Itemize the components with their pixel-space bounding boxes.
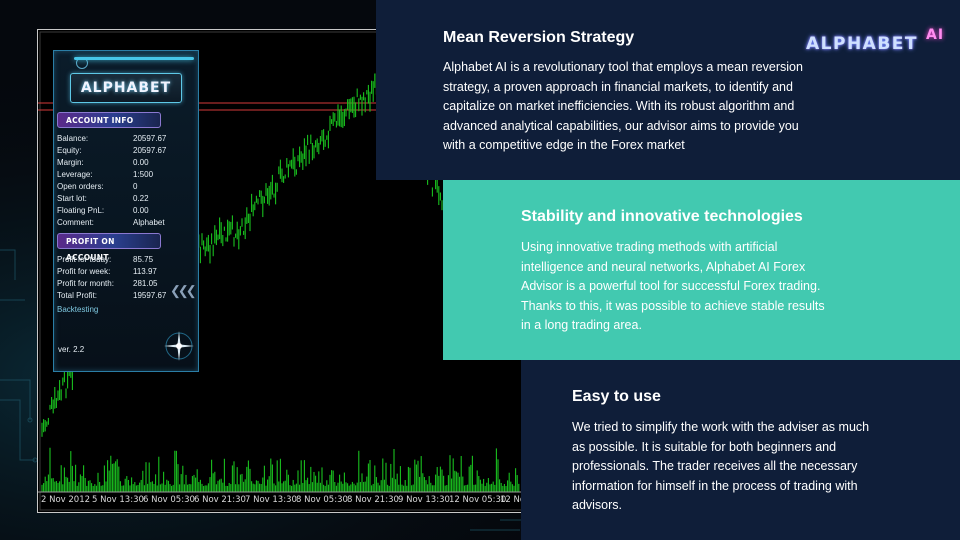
ea-info-panel: ALPHABET ACCOUNT INFO Balance: 20597.67 E… bbox=[53, 50, 199, 372]
time-axis-label: 7 Nov 13:30 bbox=[245, 495, 297, 505]
brand-suffix: AI bbox=[926, 27, 945, 43]
version-label: ver. 2.2 bbox=[58, 345, 85, 354]
section-mean-reversion: Mean Reversion Strategy Alphabet AI is a… bbox=[376, 0, 960, 180]
text-line: as possible. It is suitable for both beg… bbox=[572, 439, 837, 454]
section-text: Alphabet AI is a revolutionary tool that… bbox=[443, 58, 863, 156]
text-line: with a competitive edge in the Forex mar… bbox=[443, 138, 685, 152]
time-axis-label: 12 Nov 05:30 bbox=[449, 495, 507, 505]
brand-name: ALPHABET bbox=[806, 34, 918, 54]
time-axis-label: 8 Nov 05:30 bbox=[296, 495, 348, 505]
panel-top-glow bbox=[74, 57, 194, 60]
section-title: Mean Reversion Strategy bbox=[443, 29, 635, 46]
alphabet-ai-logo: ALPHABET AI bbox=[806, 27, 952, 57]
profit-on-account-header: PROFIT ON ACCOUNT bbox=[57, 233, 161, 262]
account-row: Comment: Alphabet bbox=[57, 218, 165, 227]
time-axis-label: 2 Nov 2012 bbox=[41, 495, 91, 505]
section-stability: Stability and innovative technologies Us… bbox=[443, 180, 960, 360]
text-line: advanced analytical capabilities, our ad… bbox=[443, 118, 799, 133]
text-line: Alphabet AI is a revolutionary tool that… bbox=[443, 60, 803, 74]
mode-label: Backtesting bbox=[57, 305, 99, 314]
time-axis: 2 Nov 2012 5 Nov 13:30 6 Nov 05:30 6 Nov… bbox=[38, 495, 524, 509]
ea-logo: ALPHABET bbox=[70, 73, 182, 103]
text-line: Advisor is a powerful tool for successfu… bbox=[521, 279, 821, 293]
account-row: Floating PnL: 0.00 bbox=[57, 206, 149, 215]
time-axis-label: 9 Nov 13:30 bbox=[398, 495, 450, 505]
profit-row: Profit for month: 281.05 bbox=[57, 279, 158, 288]
time-axis-label: 6 Nov 05:30 bbox=[143, 495, 195, 505]
profit-row: Profit for today: 85.75 bbox=[57, 255, 154, 264]
section-title: Easy to use bbox=[572, 388, 661, 405]
text-line: information for himself in the process o… bbox=[572, 478, 858, 493]
account-row: Start lot: 0.22 bbox=[57, 194, 149, 203]
profit-row: Total Profit: 19597.67 bbox=[57, 291, 167, 300]
text-line: strategy, a proven approach in financial… bbox=[443, 79, 793, 94]
chevrons-left-icon: ❮❮❮ bbox=[170, 283, 197, 298]
text-line: Using innovative trading methods with ar… bbox=[521, 240, 778, 254]
section-title: Stability and innovative technologies bbox=[521, 208, 803, 225]
account-row: Leverage: 1:500 bbox=[57, 170, 154, 179]
account-info-header: ACCOUNT INFO bbox=[57, 112, 161, 128]
time-axis-label: 6 Nov 21:30 bbox=[194, 495, 246, 505]
time-axis-label: 12 No bbox=[500, 495, 524, 505]
account-row: Open orders: 0 bbox=[57, 182, 138, 191]
section-easy-to-use: Easy to use We tried to simplify the wor… bbox=[521, 360, 960, 540]
text-line: in a long trading area. bbox=[521, 318, 642, 332]
text-line: professionals. The trader receives all t… bbox=[572, 459, 858, 473]
time-axis-label: 8 Nov 21:30 bbox=[347, 495, 399, 505]
section-text: Using innovative trading methods with ar… bbox=[521, 238, 941, 336]
section-text: We tried to simplify the work with the a… bbox=[572, 418, 957, 516]
profit-row: Profit for week: 113.97 bbox=[57, 267, 157, 276]
text-line: We tried to simplify the work with the a… bbox=[572, 420, 870, 434]
account-row: Equity: 20597.67 bbox=[57, 146, 167, 155]
account-row: Balance: 20597.67 bbox=[57, 134, 167, 143]
account-row: Margin: 0.00 bbox=[57, 158, 149, 167]
volume-bars bbox=[41, 447, 520, 492]
sparkle-icon bbox=[164, 331, 194, 361]
text-line: intelligence and neural networks, Alphab… bbox=[521, 259, 806, 274]
time-axis-label: 5 Nov 13:30 bbox=[92, 495, 144, 505]
text-line: capitalize on market inefficiencies. Wit… bbox=[443, 99, 795, 113]
text-line: advisors. bbox=[572, 498, 623, 512]
text-line: Thanks to this, it was possible to achie… bbox=[521, 298, 825, 313]
